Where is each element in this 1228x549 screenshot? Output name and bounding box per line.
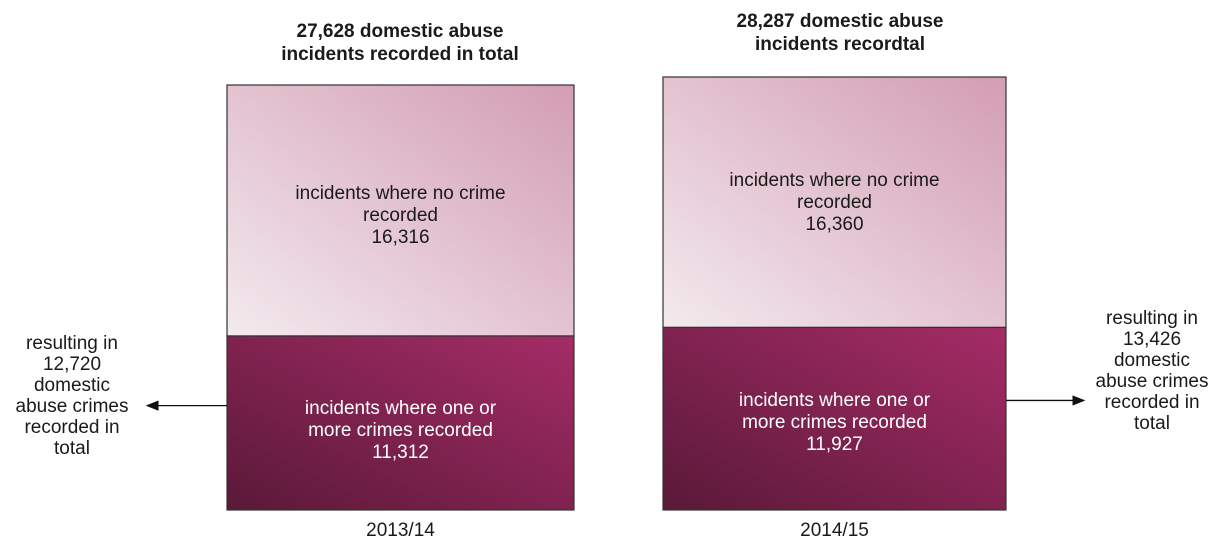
note-line: recorded in (24, 417, 120, 438)
segment-label-line: more crimes recorded (742, 412, 927, 433)
segment-label-crime-2013-14: incidents where one or more crimes recor… (227, 398, 574, 464)
note-line: resulting in (1106, 308, 1198, 329)
segment-label-line: incidents where one or (304, 398, 497, 419)
note-line: abuse crimes (1095, 371, 1209, 392)
segment-label-line: recorded (363, 205, 438, 226)
bar-title-2014-15: 28,287 domestic abuse incidents recordta… (650, 10, 1030, 56)
note-line: abuse crimes (15, 396, 129, 417)
segment-value-label: 11,927 (806, 434, 863, 455)
segment-value-label: 16,360 (805, 214, 864, 235)
bar-title-line: incidents recordtal (755, 34, 925, 55)
segment-label-no-crime-2014-15: incidents where no crime recorded 16,360 (663, 170, 1006, 236)
crime-total-note-2014-15: resulting in 13,426 domestic abuse crime… (1082, 308, 1222, 434)
note-line: resulting in (26, 333, 118, 354)
bar-segment-crime-2013-14 (226, 335, 575, 511)
note-line: domestic (33, 375, 111, 396)
crime-total-note-2013-14: resulting in 12,720 domestic abuse crime… (2, 333, 142, 459)
segment-label-line: incidents where one or (738, 390, 931, 411)
note-line: total (54, 438, 90, 459)
category-label-2014-15: 2014/15 (800, 520, 869, 541)
segment-label-line: recorded (797, 192, 872, 213)
segment-label-crime-2014-15: incidents where one or more crimes recor… (663, 390, 1006, 456)
segment-label-line: incidents where no crime (729, 170, 940, 191)
bar-title-line: incidents recorded in total (281, 44, 519, 65)
category-label-2013-14: 2013/14 (366, 520, 435, 541)
bar-segment-crime-2014-15 (662, 326, 1007, 511)
segment-label-no-crime-2013-14: incidents where no crime recorded 16,316 (227, 183, 574, 249)
segment-label-line: incidents where no crime (295, 183, 506, 204)
bar-segment-no-crime-2013-14 (226, 84, 575, 337)
note-line: 13,426 (1122, 329, 1182, 350)
note-line: total (1134, 413, 1170, 434)
segment-value-label: 16,316 (371, 227, 430, 248)
segment-label-line: more crimes recorded (308, 420, 493, 441)
bar-title-line: 28,287 domestic abuse (736, 11, 944, 32)
segment-value-label: 11,312 (372, 442, 429, 463)
bar-segment-no-crime-2014-15 (662, 76, 1007, 329)
note-line: domestic (1113, 350, 1191, 371)
bar-title-2013-14: 27,628 domestic abuse incidents recorded… (220, 20, 580, 66)
note-line: recorded in (1104, 392, 1200, 413)
note-line: 12,720 (42, 354, 102, 375)
bar-title-line: 27,628 domestic abuse (296, 21, 504, 42)
